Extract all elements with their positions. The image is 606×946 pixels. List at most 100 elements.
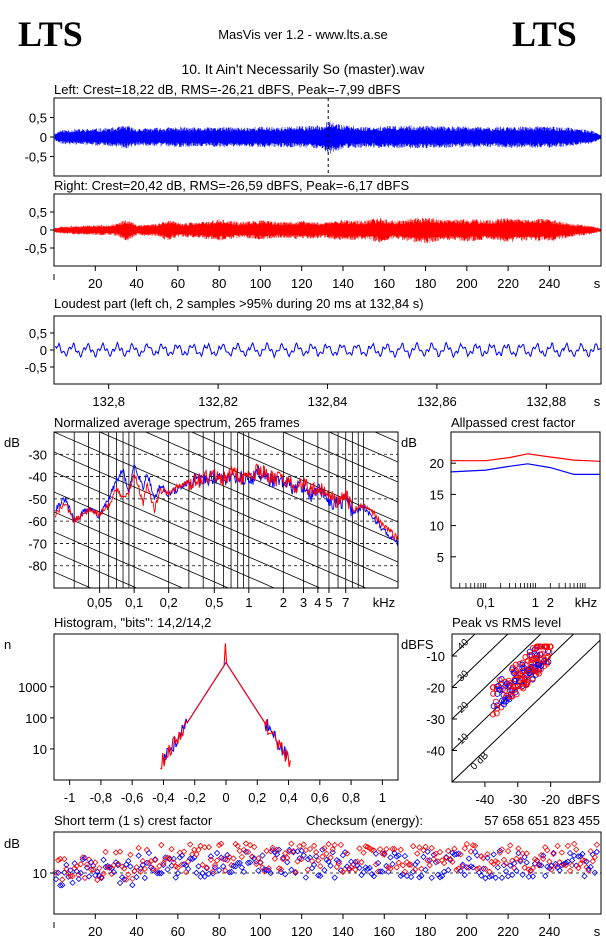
track-title: 10. It Ain't Necessarily So (master).wav <box>181 61 424 77</box>
crest-point <box>521 853 528 861</box>
x-tick-label: 1 <box>245 595 252 610</box>
crest-point <box>321 867 328 874</box>
crest-point <box>519 871 526 878</box>
peak-rms-point <box>495 683 502 690</box>
allpassed-title: Allpassed crest factor <box>451 415 576 430</box>
crest-point <box>443 854 450 862</box>
x-tick-label: 132,88 <box>526 394 566 409</box>
crest-point <box>546 858 553 865</box>
crest-point <box>591 854 598 861</box>
crest-point <box>354 858 361 865</box>
crest-point <box>397 872 404 879</box>
histogram-series <box>162 661 288 764</box>
crest-point <box>73 868 80 875</box>
crest-point <box>79 854 87 861</box>
x-tick-label: 5 <box>325 595 332 610</box>
crest-point <box>290 847 297 855</box>
crest-point <box>129 881 136 889</box>
crest-point <box>187 841 194 848</box>
crest-point <box>507 842 514 849</box>
crest-point <box>335 858 343 865</box>
waveform-left-plot: 0,5 0 -0,5 <box>25 97 602 177</box>
crest-point <box>106 864 113 871</box>
crest-point <box>133 873 140 881</box>
crest-point <box>139 861 146 869</box>
peak-rms-point <box>495 686 503 693</box>
y-tick-label: 15 <box>430 487 444 502</box>
crest-point <box>156 870 163 877</box>
crest-point <box>420 853 427 861</box>
crest-point <box>591 869 598 876</box>
crest-point <box>372 850 380 857</box>
crest-point <box>215 866 223 874</box>
crest-point <box>246 859 254 866</box>
crest-point <box>523 859 530 866</box>
crest-point <box>170 859 177 866</box>
slope-line <box>282 432 398 483</box>
histogram-title: Histogram, "bits": 14,2/14,2 <box>54 615 211 630</box>
y-tick-label: 0 <box>40 130 47 145</box>
crest-point <box>370 873 378 880</box>
crest-point <box>310 861 318 868</box>
crest-point <box>310 842 318 849</box>
crest-point <box>554 842 561 850</box>
crest-point <box>494 859 501 866</box>
crest-point <box>100 856 107 864</box>
crest-point <box>535 862 543 869</box>
crest-point <box>143 859 151 867</box>
crest-point <box>230 855 237 862</box>
peak-rms-point <box>493 710 500 717</box>
crest-point <box>57 882 64 889</box>
logo-right: LTS <box>512 14 577 54</box>
crest-diagonal <box>452 634 476 657</box>
crest-point <box>480 865 487 872</box>
crest-point <box>123 876 130 883</box>
crest-point <box>319 846 326 853</box>
histogram-ylabel: n <box>4 637 11 652</box>
crest-point <box>240 868 248 876</box>
crest-point <box>116 848 124 855</box>
crest-point <box>502 860 510 867</box>
crest-point <box>218 840 225 847</box>
crest-point <box>453 850 460 858</box>
crest-point <box>298 855 305 863</box>
crest-point <box>571 852 578 859</box>
y-tick-label: 5 <box>437 550 444 565</box>
crest-point <box>168 845 175 853</box>
crest-point <box>288 840 295 847</box>
peak-rms-point <box>529 675 536 682</box>
crest-point <box>376 845 384 853</box>
y-tick-label: -0,5 <box>25 241 47 256</box>
crest-point <box>269 844 276 851</box>
crest-point <box>465 855 473 862</box>
x-tick-label: 100 <box>250 276 272 291</box>
crest-point <box>83 861 91 868</box>
crest-point <box>414 858 421 866</box>
crest-point <box>473 852 481 859</box>
crest-point <box>593 841 601 848</box>
x-tick-label: -1 <box>64 790 76 805</box>
crest-point <box>432 850 440 857</box>
spectrum-title: Normalized average spectrum, 265 frames <box>54 415 300 430</box>
crest-point <box>98 874 105 882</box>
peak-rms-point <box>544 655 551 662</box>
waveform-right-plot: 0,5 0 -0,5 20 40 60 80 100 120 140 160 180 200 220 240… <box>25 193 602 291</box>
peak-rms-point <box>493 686 500 693</box>
crest-point <box>203 865 210 872</box>
crest-point <box>263 847 270 855</box>
crest-point <box>459 863 466 870</box>
peak-rms-ylabel: dBFS <box>401 637 434 652</box>
x-tick-label: 0,05 <box>87 595 112 610</box>
crest-point <box>133 864 140 871</box>
crest-point <box>535 861 543 868</box>
crest-point <box>395 859 402 866</box>
x-tick-label: 132,82 <box>198 394 238 409</box>
crest-point <box>87 866 95 873</box>
crest-point <box>502 868 510 875</box>
x-tick-label: 120 <box>291 924 313 939</box>
crest-point <box>141 874 148 882</box>
peak-rms-point <box>525 667 532 674</box>
spectrum-series <box>54 463 399 543</box>
crest-point <box>207 856 215 863</box>
crest-point <box>476 865 483 872</box>
